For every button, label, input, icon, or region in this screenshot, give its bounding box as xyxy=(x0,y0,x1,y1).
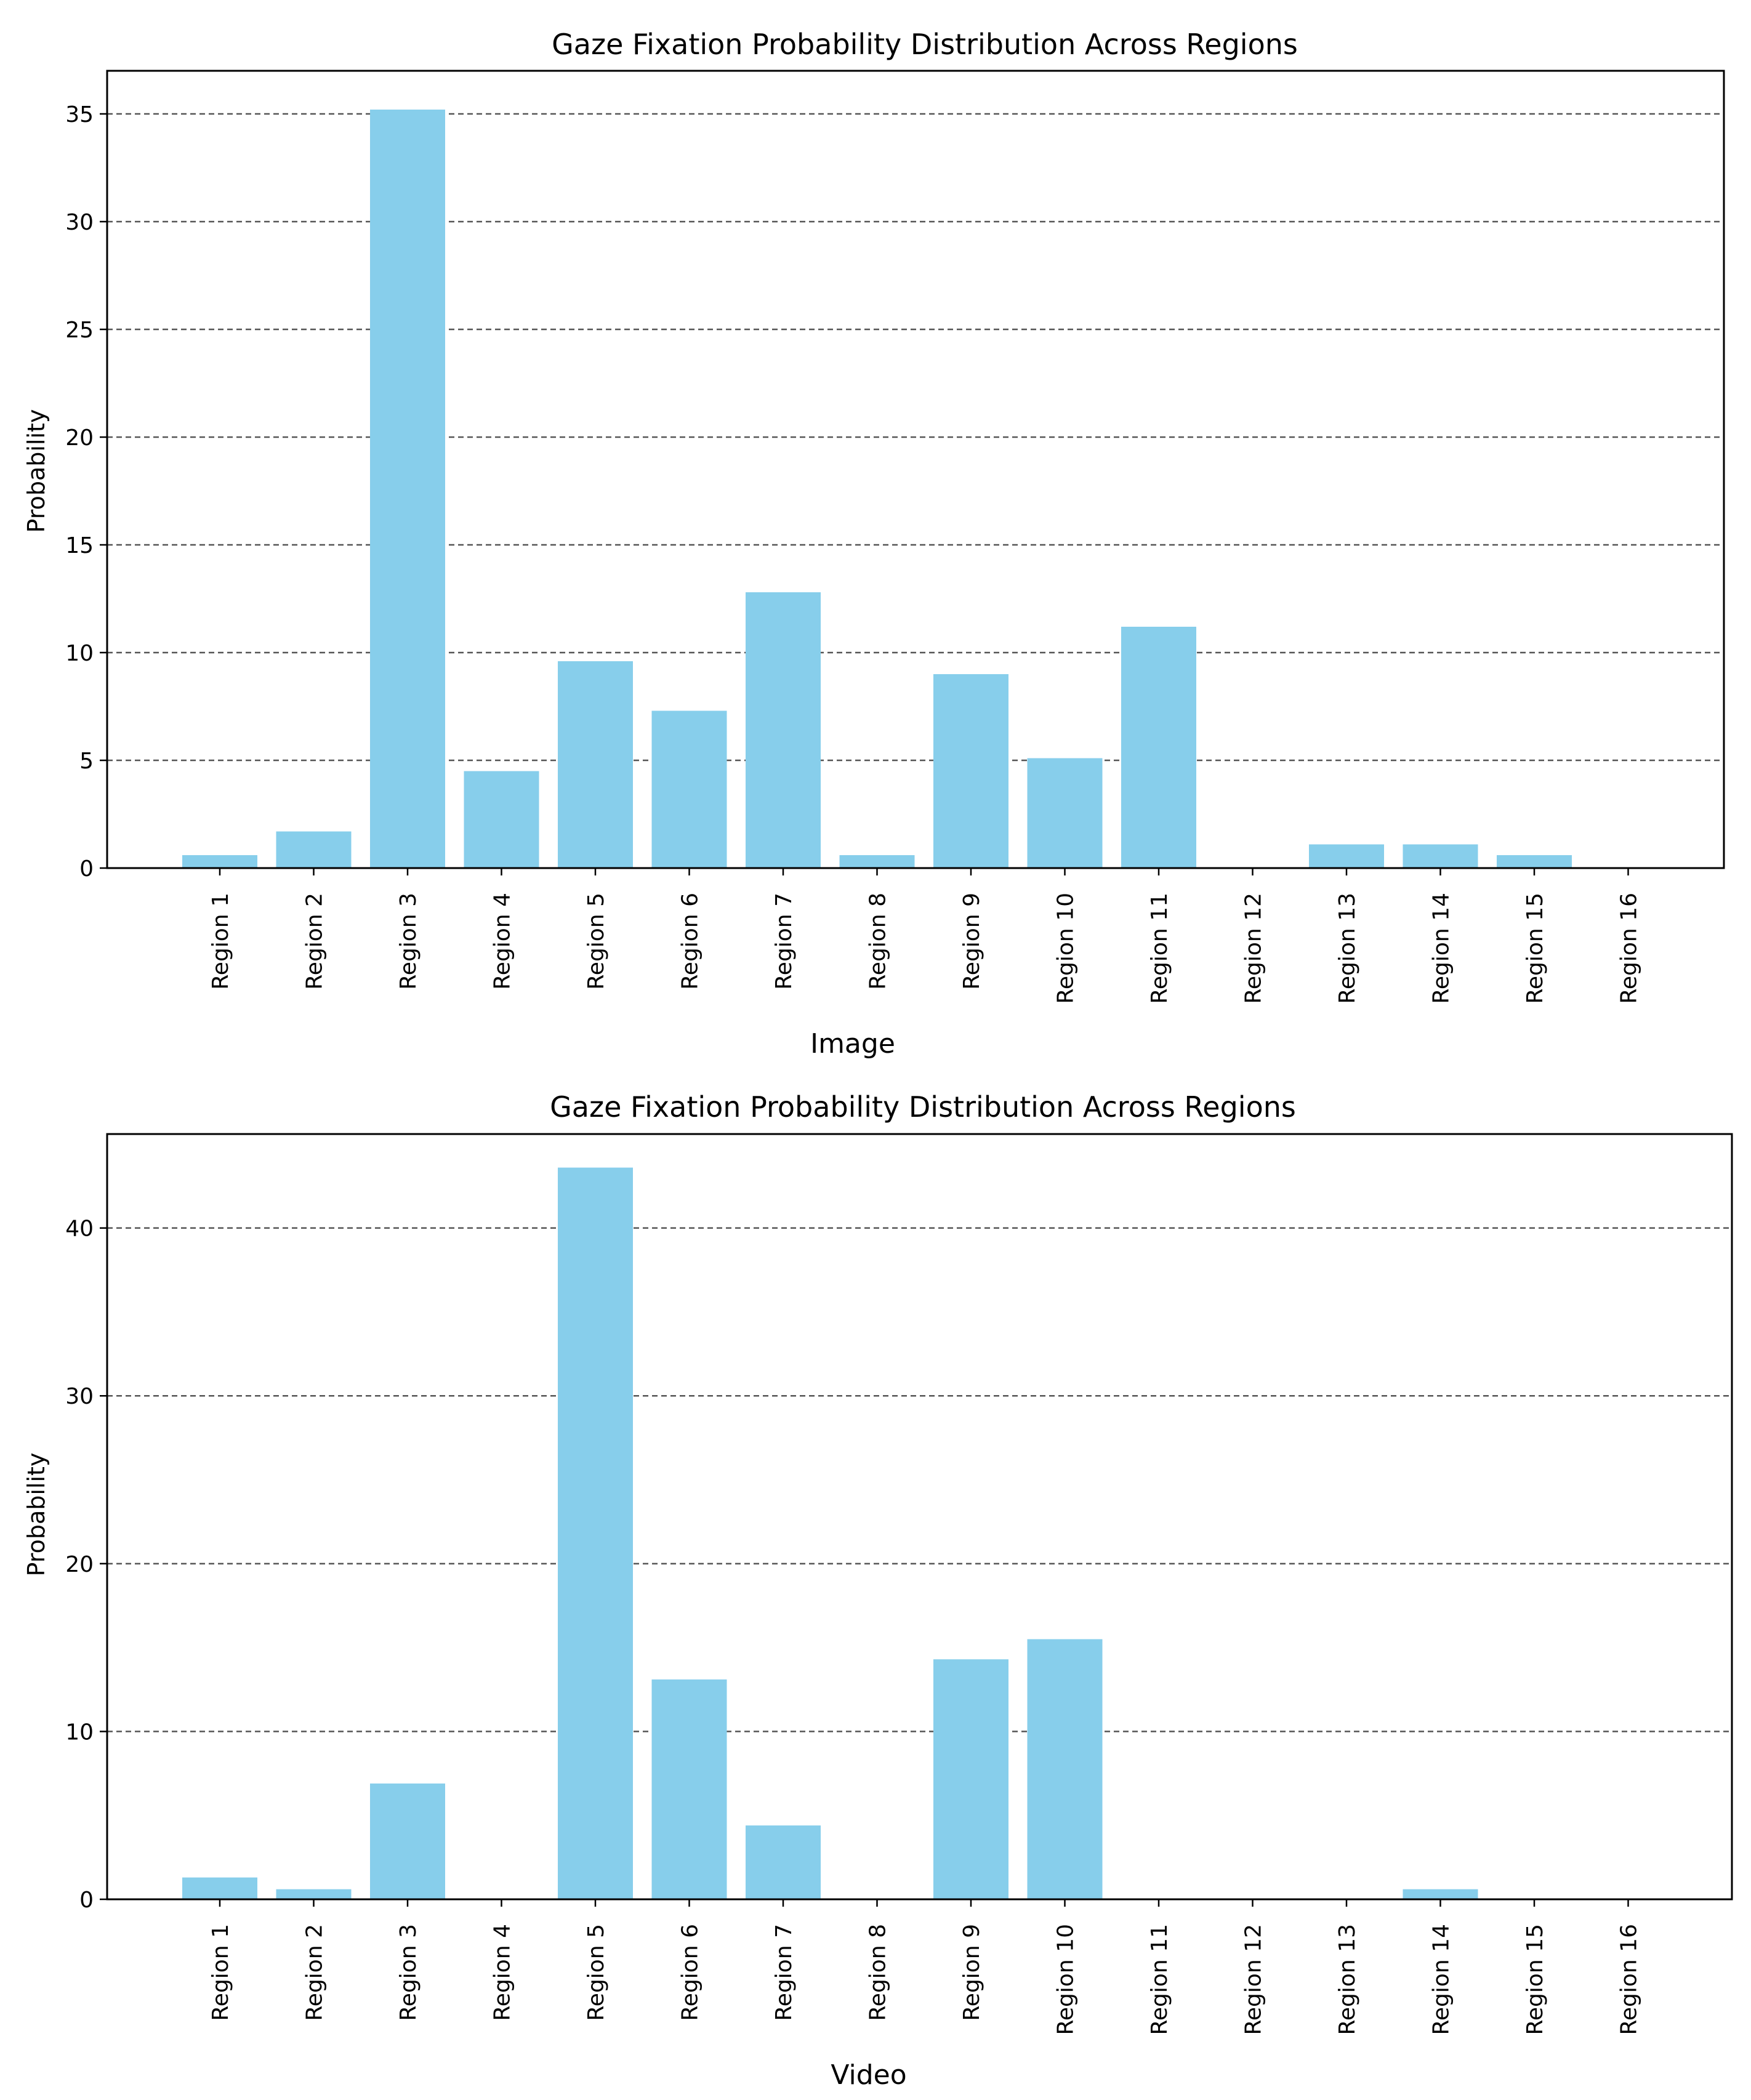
x-tick-label: Region 12 xyxy=(1241,893,1266,1004)
y-tick-label: 10 xyxy=(65,641,94,666)
bar-region-8 xyxy=(839,855,915,868)
x-tick-label: Region 3 xyxy=(396,893,421,990)
x-tick-label: Region 9 xyxy=(959,893,984,990)
x-tick-label: Region 7 xyxy=(771,893,797,990)
x-tick-label: Region 4 xyxy=(490,893,515,990)
x-tick-label: Region 6 xyxy=(678,893,703,990)
x-tick-label: Region 1 xyxy=(208,893,233,990)
x-tick-label: Region 16 xyxy=(1617,1924,1642,2035)
y-tick-label: 35 xyxy=(65,102,94,127)
bar-region-7 xyxy=(746,1825,821,1899)
y-tick-label: 15 xyxy=(65,533,94,558)
bar-region-13 xyxy=(1309,844,1384,868)
y-tick-label: 40 xyxy=(65,1217,94,1242)
bar-region-6 xyxy=(651,1679,727,1899)
y-tick-label: 0 xyxy=(79,856,94,882)
bar-region-11 xyxy=(1121,627,1196,868)
x-tick-label: Region 8 xyxy=(866,1924,891,2021)
x-tick-label: Region 5 xyxy=(584,893,609,990)
x-tick-label: Region 2 xyxy=(302,1924,328,2021)
chart-title: Gaze Fixation Probability Distribution A… xyxy=(552,28,1298,61)
x-tick-label: Region 5 xyxy=(584,1924,609,2021)
x-tick-label: Region 4 xyxy=(490,1924,515,2021)
y-tick-label: 20 xyxy=(65,1552,94,1577)
bar-region-9 xyxy=(933,1659,1008,1899)
bar-region-2 xyxy=(276,831,352,868)
image-chart: Gaze Fixation Probability Distribution A… xyxy=(23,28,1725,1060)
x-tick-label: Region 3 xyxy=(396,1924,421,2021)
bar-region-9 xyxy=(933,674,1008,868)
bar-region-10 xyxy=(1027,1639,1103,1899)
bar-region-7 xyxy=(746,592,821,868)
y-tick-label: 10 xyxy=(65,1720,94,1745)
x-tick-label: Region 10 xyxy=(1053,893,1079,1004)
x-tick-label: Region 14 xyxy=(1429,1924,1454,2035)
x-tick-label: Region 16 xyxy=(1617,893,1642,1004)
plot-frame xyxy=(106,70,1725,869)
bar-region-1 xyxy=(182,855,257,868)
bar-region-5 xyxy=(558,1167,633,1899)
x-tick-label: Region 9 xyxy=(959,1924,984,2021)
y-tick-label: 30 xyxy=(65,1384,94,1409)
chart-title: Gaze Fixation Probability Distribution A… xyxy=(550,1090,1296,1124)
bar-region-6 xyxy=(651,710,727,868)
bar-region-3 xyxy=(370,1783,445,1899)
plot-frame xyxy=(106,1133,1733,1901)
x-tick-label: Region 10 xyxy=(1053,1924,1079,2035)
bar-region-5 xyxy=(558,661,633,868)
x-axis-label: Image xyxy=(810,1028,895,1060)
x-tick-label: Region 11 xyxy=(1147,1924,1172,2035)
y-tick-label: 0 xyxy=(79,1888,94,1913)
x-tick-label: Region 15 xyxy=(1523,893,1548,1004)
y-tick-label: 5 xyxy=(79,749,94,774)
x-tick-label: Region 7 xyxy=(771,1924,797,2021)
bar-region-2 xyxy=(276,1889,352,1899)
x-axis-label: Video xyxy=(831,2059,906,2091)
bar-region-4 xyxy=(464,771,539,868)
bar-region-10 xyxy=(1027,758,1103,868)
y-axis-label: Probability xyxy=(23,1453,50,1577)
video-chart: Gaze Fixation Probability Distribution A… xyxy=(23,1090,1733,2091)
y-axis-label: Probability xyxy=(23,409,50,533)
x-tick-label: Region 15 xyxy=(1523,1924,1548,2035)
x-tick-label: Region 14 xyxy=(1429,893,1454,1004)
bar-region-1 xyxy=(182,1877,257,1899)
bar-region-3 xyxy=(370,110,445,868)
x-tick-label: Region 13 xyxy=(1335,893,1360,1004)
x-tick-label: Region 2 xyxy=(302,893,328,990)
bar-region-14 xyxy=(1403,844,1478,868)
x-tick-label: Region 11 xyxy=(1147,893,1172,1004)
x-tick-label: Region 13 xyxy=(1335,1924,1360,2035)
x-tick-label: Region 6 xyxy=(678,1924,703,2021)
y-tick-label: 30 xyxy=(65,210,94,235)
y-tick-label: 20 xyxy=(65,425,94,451)
y-tick-label: 25 xyxy=(65,318,94,343)
x-tick-label: Region 12 xyxy=(1241,1924,1266,2035)
bar-region-14 xyxy=(1403,1889,1478,1899)
bar-region-15 xyxy=(1497,855,1572,868)
x-tick-label: Region 8 xyxy=(866,893,891,990)
x-tick-label: Region 1 xyxy=(208,1924,233,2021)
